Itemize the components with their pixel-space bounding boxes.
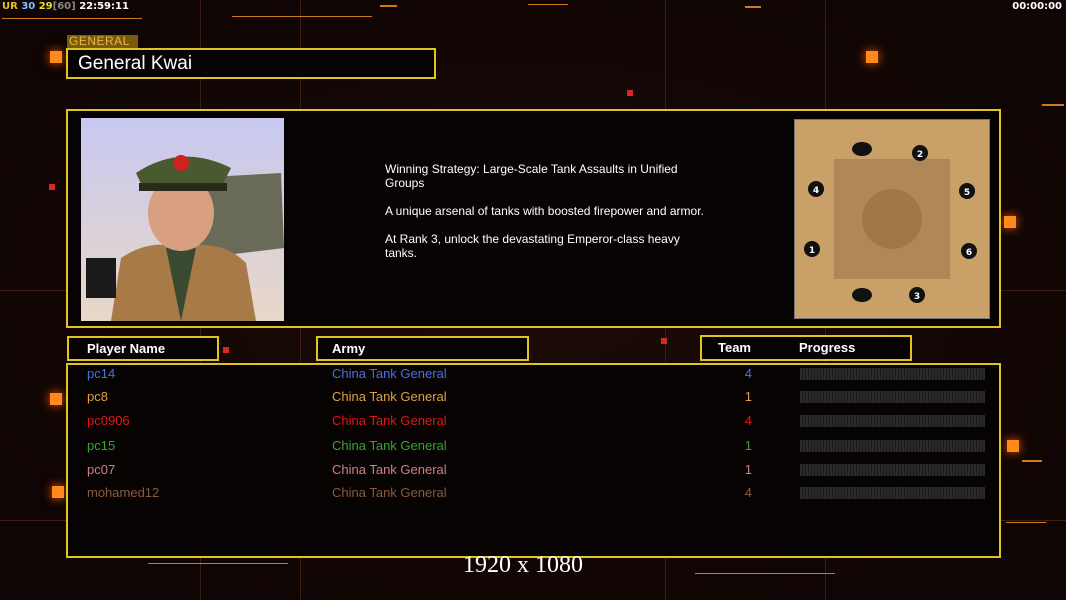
player-progress-bar [800,440,985,452]
start-position-5: 5 [964,188,970,198]
clock-time: 22:59:11 [79,1,129,12]
header-progress: Progress [799,340,856,355]
player-army: China Tank General [332,389,447,404]
hud-stats: UR 30 29[60] 22:59:11 [2,1,129,12]
ur-label: UR [2,1,18,12]
map-preview: 2 4 5 1 6 3 [794,119,990,319]
player-name: mohamed12 [87,485,160,500]
player-row: mohamed12 China Tank General 4 [0,485,1066,505]
general-section-label: GENERAL [67,35,138,48]
player-name: pc8 [87,389,108,404]
player-progress-bar [800,487,985,499]
player-row: pc8 China Tank General 1 [0,389,1066,409]
player-team: 1 [744,438,752,453]
player-team: 1 [744,389,752,404]
player-team: 1 [744,462,752,477]
player-progress-bar [800,391,985,403]
player-progress-bar [800,464,985,476]
start-position-6: 6 [966,248,972,258]
player-army: China Tank General [332,462,447,477]
player-name: pc07 [87,462,116,477]
description-line: At Rank 3, unlock the devastating Empero… [385,232,680,260]
description-line: Winning Strategy: Large-Scale Tank Assau… [385,162,678,190]
player-army: China Tank General [332,485,447,500]
player-row: pc14 China Tank General 4 [0,366,1066,386]
general-name-title: General Kwai [66,48,436,79]
resolution-label: 1920 x 1080 [463,552,583,578]
player-army: China Tank General [332,413,447,428]
player-name: pc14 [87,366,116,381]
player-row: pc07 China Tank General 1 [0,462,1066,482]
fps-cap: [60] [52,1,76,12]
player-army: China Tank General [332,438,447,453]
player-name: pc15 [87,438,116,453]
game-timer: 00:00:00 [1012,1,1062,12]
start-position-4: 4 [813,186,819,196]
header-team-progress: Team Progress [700,335,912,361]
player-row: pc15 China Tank General 1 [0,438,1066,458]
player-progress-bar [800,368,985,380]
general-description: Winning Strategy: Large-Scale Tank Assau… [385,162,705,274]
player-team: 4 [744,485,752,500]
general-portrait [81,118,284,321]
start-position-1: 1 [809,246,815,256]
player-team: 4 [744,413,752,428]
header-team: Team [718,340,751,355]
start-position-3: 3 [914,292,920,302]
fps-value-2: 29 [38,1,53,12]
player-row: pc0906 China Tank General 4 [0,413,1066,433]
header-player-name: Player Name [67,336,219,361]
player-team: 4 [744,366,752,381]
description-line: A unique arsenal of tanks with boosted f… [385,204,704,218]
player-name: pc0906 [87,413,130,428]
player-progress-bar [800,415,985,427]
start-position-2: 2 [917,150,923,160]
player-army: China Tank General [332,366,447,381]
start-position-markers: 2 4 5 1 6 3 [804,145,977,303]
header-army: Army [316,336,529,361]
fps-value: 30 [21,1,36,12]
